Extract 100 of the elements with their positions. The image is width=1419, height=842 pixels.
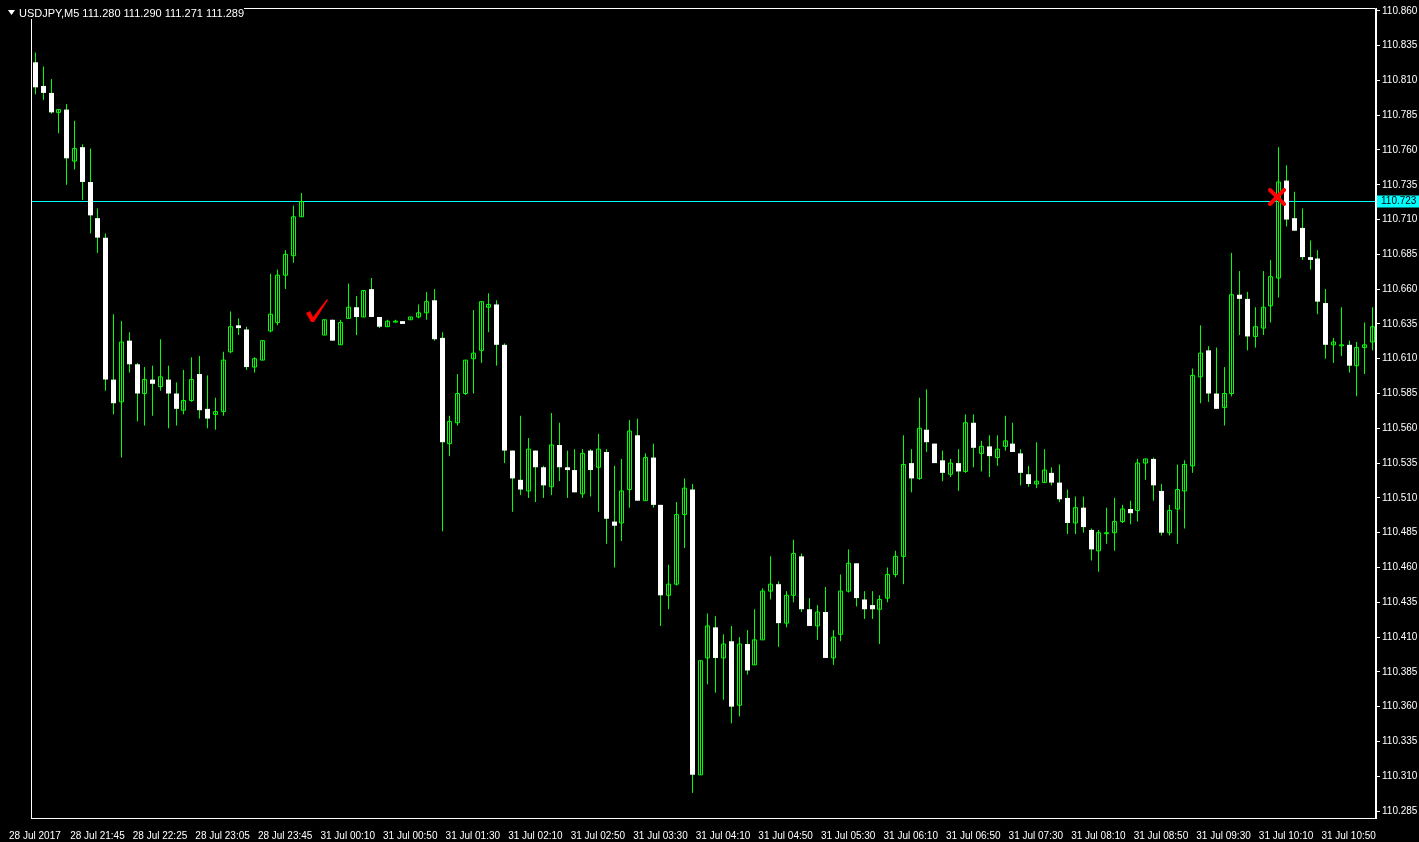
- candlestick: [424, 291, 429, 321]
- y-tick-label: 110.735: [1382, 178, 1418, 190]
- candlestick: [1042, 448, 1047, 484]
- candlestick: [1253, 306, 1258, 349]
- x-tick-label: 28 Jul 2017: [9, 829, 62, 841]
- candlestick: [1190, 367, 1195, 474]
- y-tick-label: 110.285: [1382, 804, 1418, 816]
- candlestick: [831, 629, 836, 666]
- x-tick-label: 31 Jul 00:50: [383, 829, 438, 841]
- x-tick-label: 31 Jul 09:30: [1196, 829, 1252, 841]
- y-tick-label: 110.835: [1382, 39, 1418, 51]
- candlestick: [1073, 496, 1078, 535]
- ref-line-label: 110.723: [1381, 195, 1417, 207]
- candlestick: [447, 415, 452, 457]
- y-tick-label: 110.410: [1382, 630, 1418, 642]
- candlestick: [760, 587, 765, 641]
- candlestick: [1143, 458, 1148, 481]
- candlestick: [322, 319, 327, 336]
- candlestick: [166, 365, 171, 429]
- candlestick: [158, 338, 163, 392]
- candlestick: [189, 356, 194, 403]
- x-tick-label: 28 Jul 22:25: [132, 829, 188, 841]
- candlestick: [682, 477, 687, 549]
- candlestick: [127, 331, 132, 374]
- y-tick-label: 110.810: [1382, 74, 1418, 86]
- candlestick: [1089, 528, 1094, 562]
- candlestick: [1237, 270, 1242, 336]
- y-tick-label: 110.860: [1382, 4, 1418, 16]
- candlestick: [354, 295, 359, 336]
- candlestick: [291, 205, 296, 264]
- candlestick: [674, 501, 679, 587]
- y-tick-label: 110.710: [1382, 213, 1418, 225]
- x-tick-label: 31 Jul 04:50: [758, 829, 814, 841]
- x-tick-label: 31 Jul 03:30: [633, 829, 689, 841]
- candlestick: [150, 365, 155, 417]
- candlestick: [580, 448, 585, 499]
- y-tick-label: 110.385: [1382, 665, 1418, 677]
- candlestick: [338, 319, 343, 346]
- candlestick: [1362, 322, 1367, 375]
- candlestick: [643, 452, 648, 502]
- y-tick-label: 110.660: [1382, 282, 1418, 294]
- candlestick: [119, 320, 124, 459]
- candlestick: [752, 608, 757, 666]
- candlestick: [1347, 340, 1352, 374]
- candlestick: [838, 573, 843, 642]
- candlestick: [885, 566, 890, 603]
- candlestick: [1135, 458, 1140, 523]
- candlestick: [917, 397, 922, 481]
- candlestick: [1128, 500, 1133, 525]
- x-tick-label: 31 Jul 05:30: [820, 829, 876, 841]
- candlestick: [612, 465, 617, 568]
- candlestick: [526, 437, 531, 499]
- candlestick: [924, 388, 929, 453]
- candlestick: [361, 290, 366, 318]
- candlestick: [995, 434, 1000, 467]
- x-tick-label: 31 Jul 02:10: [508, 829, 564, 841]
- y-tick-label: 110.585: [1382, 387, 1418, 399]
- candlestick: [346, 283, 351, 319]
- candlestick: [557, 422, 562, 482]
- x-tick-label: 31 Jul 08:50: [1133, 829, 1189, 841]
- x-tick-label: 31 Jul 04:10: [695, 829, 751, 841]
- candlestick: [987, 434, 992, 478]
- candlestick: [479, 301, 484, 364]
- candlestick: [1104, 507, 1109, 545]
- candlestick: [791, 539, 796, 603]
- candlestick: [299, 192, 304, 218]
- candlestick: [619, 458, 624, 542]
- candlestick: [1049, 466, 1054, 486]
- candlestick: [1198, 324, 1203, 404]
- candlestick: [1276, 146, 1281, 298]
- candlestick: [1370, 306, 1375, 351]
- y-tick-label: 110.560: [1382, 422, 1418, 434]
- candlestick: [705, 612, 710, 685]
- y-tick-label: 110.310: [1382, 770, 1418, 781]
- y-tick-label: 110.460: [1382, 561, 1418, 573]
- y-tick-label: 110.760: [1382, 143, 1418, 155]
- candlestick: [1268, 259, 1273, 324]
- candlestick: [940, 450, 945, 482]
- candlestick: [213, 397, 218, 431]
- candlestick: [784, 590, 789, 628]
- candlestick: [768, 555, 773, 600]
- candlestick: [870, 590, 875, 620]
- x-tick-label: 31 Jul 06:10: [883, 829, 939, 841]
- candlestick: [1112, 497, 1117, 552]
- chart-title: USDJPY,M5 111.280 111.290 111.271 111.289: [19, 7, 245, 19]
- candlestick: [596, 433, 601, 513]
- y-tick-label: 110.435: [1382, 596, 1418, 608]
- x-tick-label: 28 Jul 23:45: [257, 829, 313, 841]
- candlestick: [72, 120, 77, 170]
- y-tick-label: 110.635: [1382, 317, 1418, 329]
- y-tick-label: 110.510: [1382, 491, 1418, 503]
- candlestick: [963, 413, 968, 474]
- candlestick: [181, 369, 186, 415]
- candlestick: [111, 313, 116, 415]
- candlestick: [95, 207, 100, 254]
- candlestick: [815, 604, 820, 641]
- candlestick: [1034, 441, 1039, 489]
- candlestick: [721, 633, 726, 701]
- candlestick: [627, 419, 632, 509]
- candlestick: [807, 597, 812, 627]
